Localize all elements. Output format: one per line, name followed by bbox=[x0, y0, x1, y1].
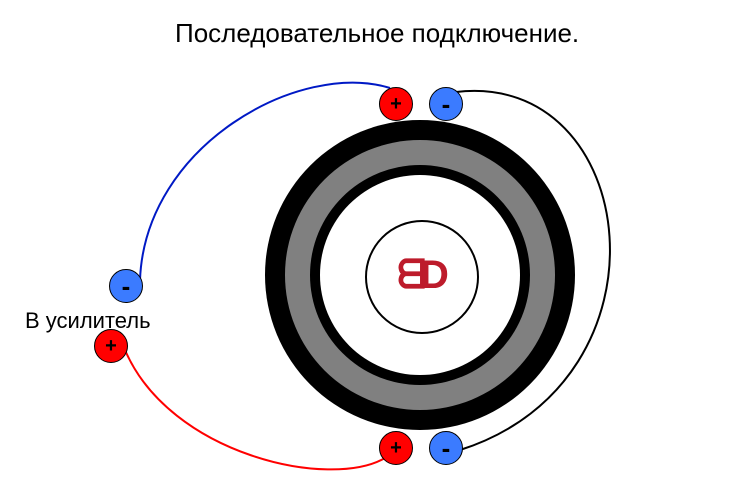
minus-icon: - bbox=[122, 273, 131, 299]
plus-icon: + bbox=[390, 94, 402, 114]
brand-logo: ᗺD bbox=[370, 250, 470, 300]
minus-icon: - bbox=[442, 91, 451, 117]
terminal-amp-plus: + bbox=[94, 329, 128, 363]
amp-label: В усилитель bbox=[25, 308, 151, 334]
diagram-stage: ᗺD + - + - - + Последовательное подключе… bbox=[0, 0, 750, 500]
plus-icon: + bbox=[390, 438, 402, 458]
terminal-bot-minus: - bbox=[429, 431, 463, 465]
brand-logo-text: ᗺD bbox=[397, 253, 443, 298]
terminal-top-plus: + bbox=[379, 87, 413, 121]
terminal-top-minus: - bbox=[429, 87, 463, 121]
terminal-bot-plus: + bbox=[379, 431, 413, 465]
minus-icon: - bbox=[442, 435, 451, 461]
plus-icon: + bbox=[105, 336, 117, 356]
page-title: Последовательное подключение. bbox=[175, 18, 579, 49]
terminal-amp-minus: - bbox=[109, 269, 143, 303]
